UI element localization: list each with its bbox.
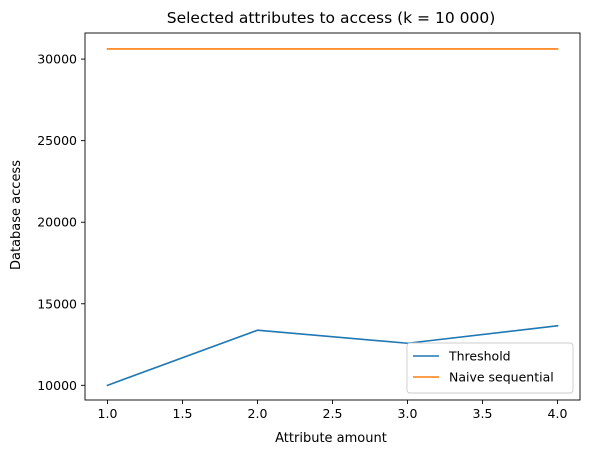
series-line-0	[106, 324, 559, 387]
y-tick-label: 10000	[37, 378, 77, 393]
x-tick-label: 3.5	[473, 406, 493, 421]
x-axis-label: Attribute amount	[275, 431, 387, 446]
x-tick-label: 2.5	[323, 406, 343, 421]
x-tick-label: 3.0	[398, 406, 418, 421]
y-axis-label: Database access	[9, 160, 24, 270]
y-tick-label: 30000	[37, 52, 77, 67]
legend-label: Naive sequential	[449, 370, 554, 385]
y-tick-label: 20000	[37, 215, 77, 230]
y-tick-label: 25000	[37, 133, 77, 148]
plot-area: 1.0 1.5 2.0 2.5 3.0 3.5 4.0 10000 15000 20000 2500…	[37, 32, 581, 421]
legend: Threshold Naive sequential	[406, 342, 574, 394]
chart-title: Selected attributes to access (k = 10 00…	[167, 9, 496, 27]
x-tick-label: 1.5	[173, 406, 193, 421]
legend-label: Threshold	[448, 349, 511, 364]
x-tick-label: 1.0	[98, 406, 118, 421]
y-tick-label: 15000	[37, 296, 77, 311]
x-tick-label: 4.0	[548, 406, 568, 421]
x-tick-label: 2.0	[248, 406, 268, 421]
legend-box	[406, 342, 574, 394]
